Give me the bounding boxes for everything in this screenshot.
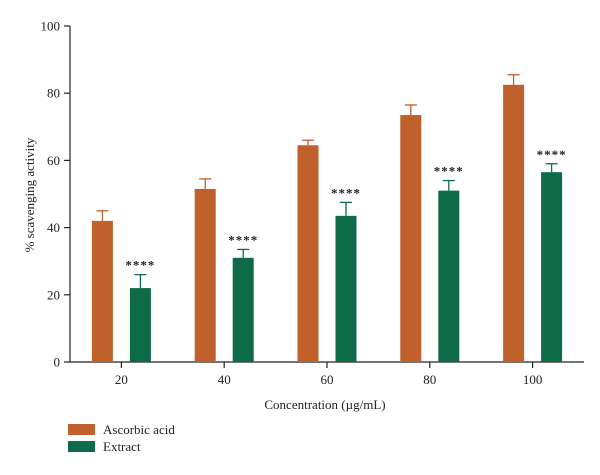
legend-swatch — [68, 441, 95, 452]
y-tick-label: 80 — [47, 86, 60, 101]
x-axis: 20 40 60 80 100 — [70, 361, 584, 387]
x-tick-label: 100 — [523, 372, 543, 387]
bar-extract — [541, 172, 563, 362]
bar-ascorbic-acid — [194, 188, 216, 362]
legend-label: Ascorbic acid — [103, 422, 175, 437]
significance-label: **** — [434, 164, 464, 179]
y-tick-label: 100 — [41, 19, 61, 34]
bar-extract — [232, 257, 254, 362]
y-tick-label: 0 — [54, 355, 61, 370]
x-tick-label: 60 — [321, 372, 334, 387]
bar-ascorbic-acid — [297, 145, 319, 362]
significance-label: **** — [331, 185, 361, 200]
bar-extract — [129, 288, 151, 362]
x-tick-label: 40 — [218, 372, 231, 387]
x-tick-label: 80 — [423, 372, 436, 387]
bar-extract — [438, 190, 460, 362]
x-axis-title: Concentration (µg/mL) — [264, 397, 385, 412]
y-axis-title: % scavenging activity — [22, 137, 37, 252]
bar-ascorbic-acid — [503, 84, 525, 363]
significance-label: **** — [125, 258, 155, 273]
x-tick-label: 20 — [115, 372, 128, 387]
y-tick-label: 20 — [47, 287, 60, 302]
legend-label: Extract — [103, 439, 141, 454]
y-tick-label: 60 — [47, 153, 60, 168]
significance-label: **** — [228, 232, 258, 247]
y-axis: 0 20 40 60 80 100 — [41, 19, 71, 370]
bar-extract — [335, 215, 357, 362]
significance-label: **** — [537, 147, 567, 162]
bar-ascorbic-acid — [91, 220, 113, 362]
y-tick-label: 40 — [47, 220, 60, 235]
legend-swatch — [68, 424, 95, 435]
bars: **** **** **** **** **** — [91, 74, 567, 363]
bar-ascorbic-acid — [400, 115, 422, 362]
legend: Ascorbic acid Extract — [68, 422, 175, 454]
